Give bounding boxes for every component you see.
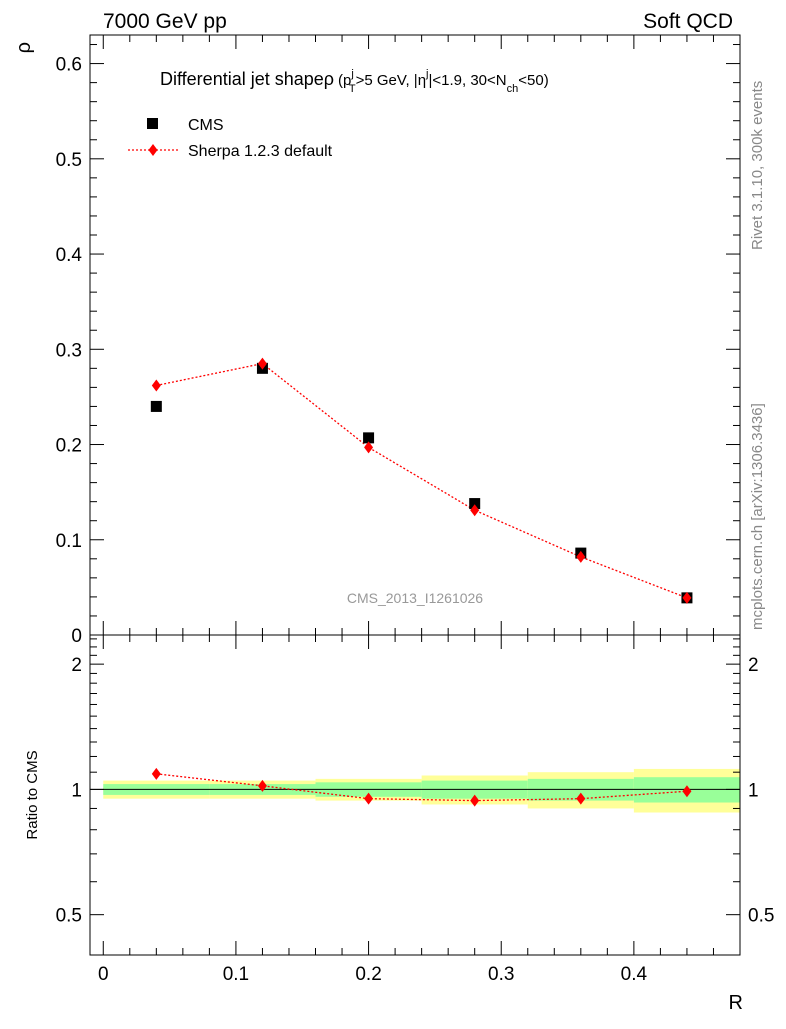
sherpa-point — [576, 550, 586, 563]
sherpa-ratio-point — [470, 794, 480, 807]
top-y-tick-label: 0.3 — [56, 340, 82, 361]
sherpa-ratio-point — [151, 767, 161, 780]
sherpa-point — [682, 591, 692, 604]
ratio-frame — [89, 634, 741, 956]
cms-point — [150, 400, 162, 412]
ratio-ylabel: Ratio to CMS — [24, 750, 41, 839]
sherpa-ratio-point — [257, 779, 267, 792]
title-end: <50) — [518, 72, 548, 89]
tick-labels: 0 0.1 0.2 0.3 0.4 0 0.1 0.2 0.3 0.4 0.5 0.6 0.5 0.5 1 1… — [56, 55, 775, 985]
ratio-y-tick-label-left: 0.5 — [56, 906, 82, 927]
legend-sherpa-label: Sherpa 1.2.3 default — [188, 143, 333, 160]
top-ylabel: ρ — [13, 42, 35, 53]
ratio-y-tick-label-right: 1 — [748, 780, 759, 801]
title-nch-sub: ch — [507, 83, 519, 95]
sherpa-point — [151, 379, 161, 392]
legend-cms-marker — [147, 118, 158, 129]
header-right: Soft QCD — [643, 10, 733, 33]
ratio-y-tick-label-right: 0.5 — [748, 906, 774, 927]
sherpa-line-top — [156, 362, 688, 599]
sherpa-line-ratio — [156, 773, 687, 802]
sherpa-ratio-point — [682, 785, 692, 798]
top-y-tick-label: 0.5 — [56, 150, 82, 171]
title-open: (p — [338, 72, 351, 89]
x-axis-label: R — [729, 992, 743, 1014]
ratio-y-tick-label-right: 2 — [748, 655, 759, 676]
sherpa-ratio-point — [576, 792, 586, 805]
x-tick-label: 0 — [98, 964, 109, 985]
sherpa-point — [364, 441, 374, 454]
title-mid1: >5 GeV, |η — [356, 72, 426, 89]
x-tick-label: 0.3 — [488, 964, 514, 985]
x-tick-label: 0.2 — [355, 964, 381, 985]
top-y-tick-label: 0.6 — [56, 55, 82, 76]
chart-title: Differential jet shapeρ (pj T>5 GeV, |ηj|<… — [160, 68, 549, 95]
ratio-y-tick-label-left: 1 — [71, 780, 82, 801]
top-y-tick-label: 0.1 — [56, 531, 82, 552]
rivet-label: Rivet 3.1.10, 300k events — [749, 81, 766, 250]
x-tick-label: 0.4 — [621, 964, 648, 985]
cms-point — [363, 432, 375, 444]
title-pt-sub: T — [349, 83, 356, 95]
x-tick-label: 0.1 — [223, 964, 249, 985]
cms-point — [469, 498, 481, 510]
series-layer — [150, 357, 693, 807]
sherpa-point — [470, 504, 480, 517]
top-y-tick-label: 0.2 — [56, 436, 82, 457]
axis-ticks — [90, 35, 741, 956]
top-y-tick-label: 0.4 — [56, 245, 83, 266]
sherpa-ratio-point — [364, 792, 374, 805]
top-y-tick-label: 0 — [71, 626, 82, 647]
title-mid2: |<1.9, 30<N — [429, 72, 507, 89]
source-label: mcplots.cern.ch [arXiv:1306.3436] — [749, 403, 766, 630]
title-main: Differential jet shape — [160, 69, 324, 89]
legend-cms-label: CMS — [188, 117, 224, 134]
uncertainty-bands — [90, 768, 740, 813]
title-eta-sup: j — [425, 68, 428, 80]
title-pt-sup: j — [350, 68, 353, 80]
watermark: CMS_2013_I1261026 — [347, 590, 483, 606]
title-rho: ρ — [324, 69, 334, 89]
legend: CMS Sherpa 1.2.3 default — [128, 117, 333, 160]
sherpa-point — [257, 357, 267, 370]
ratio-y-tick-label-left: 2 — [71, 655, 82, 676]
header-left: 7000 GeV pp — [103, 10, 227, 33]
legend-sherpa-marker — [148, 144, 158, 156]
